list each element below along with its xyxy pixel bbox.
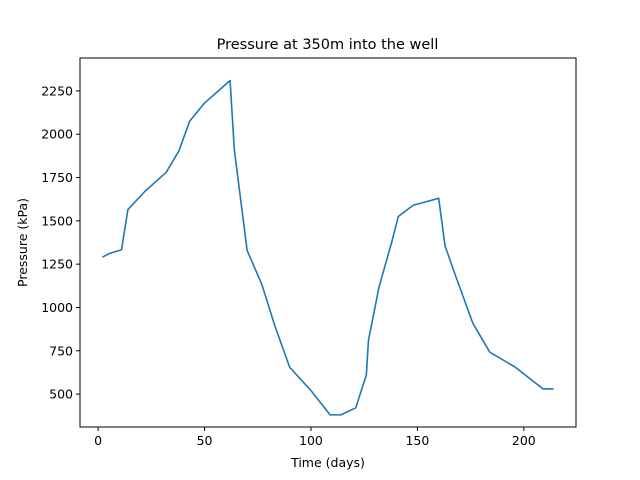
x-axis-label: Time (days) (290, 455, 365, 470)
series-line-pressure (101, 79, 554, 416)
plot-frame (79, 57, 577, 428)
x-axis: 0 50 100 150 200 (94, 427, 536, 448)
y-tick-label: 1500 (41, 213, 73, 228)
chart-title: Pressure at 350m into the well (217, 37, 439, 53)
x-tick-label: 0 (94, 433, 102, 448)
x-tick-label: 50 (197, 433, 213, 448)
plot-series (101, 79, 554, 416)
y-tick-label: 1750 (41, 170, 73, 185)
y-tick-label: 500 (49, 387, 73, 402)
x-tick-label: 150 (405, 433, 429, 448)
y-tick-label: 2250 (41, 83, 73, 98)
y-tick-label: 750 (49, 343, 73, 358)
y-tick-label: 2000 (41, 127, 73, 142)
y-axis-label: Pressure (kPa) (15, 198, 30, 287)
x-tick-label: 100 (299, 433, 323, 448)
y-axis: 500 750 1000 1250 1500 1750 2000 2250 (41, 83, 80, 402)
x-tick-label: 200 (512, 433, 536, 448)
y-tick-label: 1000 (41, 300, 73, 315)
y-tick-label: 1250 (41, 257, 73, 272)
